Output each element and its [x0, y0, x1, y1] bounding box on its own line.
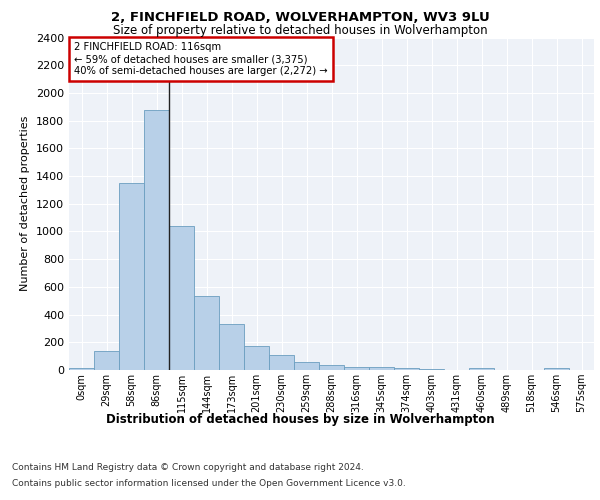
Text: Distribution of detached houses by size in Wolverhampton: Distribution of detached houses by size … — [106, 412, 494, 426]
Text: 2, FINCHFIELD ROAD, WOLVERHAMPTON, WV3 9LU: 2, FINCHFIELD ROAD, WOLVERHAMPTON, WV3 9… — [110, 11, 490, 24]
Bar — [119, 183, 144, 370]
Bar — [244, 346, 269, 370]
Text: Size of property relative to detached houses in Wolverhampton: Size of property relative to detached ho… — [113, 24, 487, 37]
Bar — [369, 367, 394, 370]
Bar — [469, 368, 494, 370]
Bar — [544, 368, 569, 370]
Text: Contains HM Land Registry data © Crown copyright and database right 2024.: Contains HM Land Registry data © Crown c… — [12, 462, 364, 471]
Bar — [344, 366, 369, 370]
Bar — [319, 365, 344, 370]
Bar — [219, 324, 244, 370]
Bar — [94, 352, 119, 370]
Bar — [394, 368, 419, 370]
Y-axis label: Number of detached properties: Number of detached properties — [20, 116, 31, 292]
Bar — [144, 110, 169, 370]
Bar — [169, 226, 194, 370]
Bar — [194, 296, 219, 370]
Text: 2 FINCHFIELD ROAD: 116sqm
← 59% of detached houses are smaller (3,375)
40% of se: 2 FINCHFIELD ROAD: 116sqm ← 59% of detac… — [74, 42, 328, 76]
Text: Contains public sector information licensed under the Open Government Licence v3: Contains public sector information licen… — [12, 479, 406, 488]
Bar — [294, 362, 319, 370]
Bar — [69, 368, 94, 370]
Bar — [269, 355, 294, 370]
